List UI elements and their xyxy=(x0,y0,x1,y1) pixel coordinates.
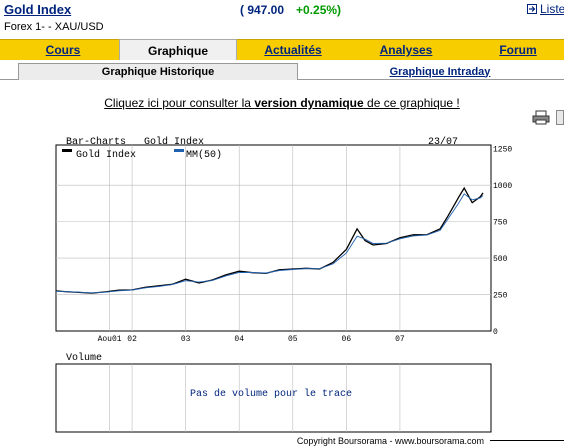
tab-analyses[interactable]: Analyses xyxy=(379,43,433,57)
series-ma50-line xyxy=(55,193,484,294)
volume-label: Volume xyxy=(66,352,102,364)
tab-actualites[interactable]: Actualités xyxy=(264,43,322,57)
price-change: +0.25%) xyxy=(296,3,342,17)
y-tick-label: 500 xyxy=(493,255,508,264)
dynamic-version-link[interactable]: Cliquez ici pour consulter la version dy… xyxy=(0,96,564,110)
legend-swatch-ma xyxy=(174,149,184,152)
x-tick-label: 06 xyxy=(342,335,352,344)
list-link-label: Liste xyxy=(540,2,564,16)
chart-header-left: Bar-Charts xyxy=(66,136,126,148)
current-price: ( 947.00 xyxy=(240,3,285,17)
chart-plot-area xyxy=(55,144,492,332)
y-tick-label: 1000 xyxy=(493,182,512,191)
x-tick-label: 02 xyxy=(127,335,137,344)
subtab-historique[interactable]: Graphique Historique xyxy=(18,63,298,80)
chart-subtabs: Graphique Historique Graphique Intraday xyxy=(0,60,564,80)
volume-message: Pas de volume pour le trace xyxy=(190,388,352,400)
arrow-right-icon xyxy=(527,4,537,14)
chart-date-label: 23/07 xyxy=(428,136,458,148)
x-tick-label: 05 xyxy=(288,335,298,344)
instrument-subtitle: Forex 1- - XAU/USD xyxy=(4,21,104,33)
legend-gold-label: Gold Index xyxy=(76,149,136,161)
dynamic-link-prefix: Cliquez ici pour consulter la xyxy=(104,96,255,110)
y-axis-ticks: 1250 1000 750 500 250 0 xyxy=(493,146,512,337)
subtab-intraday[interactable]: Graphique Intraday xyxy=(389,65,491,78)
dynamic-link-bold: version dynamique xyxy=(254,96,364,110)
y-tick-label: 750 xyxy=(493,219,508,228)
printer-icon[interactable] xyxy=(532,110,550,125)
x-tick-label: 04 xyxy=(234,335,244,344)
footer-copyright: Copyright Boursorama - www.boursorama.co… xyxy=(296,436,484,446)
volume-grid xyxy=(109,364,401,432)
footer-rule xyxy=(490,440,564,441)
scroll-arrow-icon[interactable] xyxy=(556,110,564,125)
x-tick-label: 07 xyxy=(395,335,405,344)
y-tick-label: 1250 xyxy=(493,146,512,155)
volume-panel xyxy=(55,363,492,433)
main-tabs: Cours Graphique Actualités Analyses Foru… xyxy=(0,39,564,61)
legend-ma-label: MM(50) xyxy=(186,149,222,161)
quote-header: Gold Index ( 947.00 +0.25%) Forex 1- - X… xyxy=(0,0,564,38)
x-axis-ticks: Aou01 02 03 04 05 06 07 xyxy=(98,335,405,344)
tab-forum[interactable]: Forum xyxy=(499,43,537,57)
y-tick-label: 250 xyxy=(493,292,508,301)
y-tick-label: 0 xyxy=(493,328,498,337)
legend-swatch-gold xyxy=(62,149,72,152)
chart-legend: Gold Index MM(50) xyxy=(62,149,222,161)
chart-title: Gold Index xyxy=(144,136,204,148)
tab-cours[interactable]: Cours xyxy=(45,43,81,57)
tab-graphique[interactable]: Graphique xyxy=(119,39,237,61)
x-tick-label: 03 xyxy=(181,335,191,344)
chart-series xyxy=(55,186,484,294)
instrument-title[interactable]: Gold Index xyxy=(4,2,72,17)
chart-grid xyxy=(56,145,491,331)
dynamic-link-suffix: de ce graphique ! xyxy=(363,96,460,110)
x-tick-label: Aou01 xyxy=(98,335,122,344)
list-link[interactable]: Liste xyxy=(527,2,564,16)
price-chart: Aou01 02 03 04 05 06 07 1250 1000 750 500 250 0 Bar… xyxy=(55,136,512,433)
